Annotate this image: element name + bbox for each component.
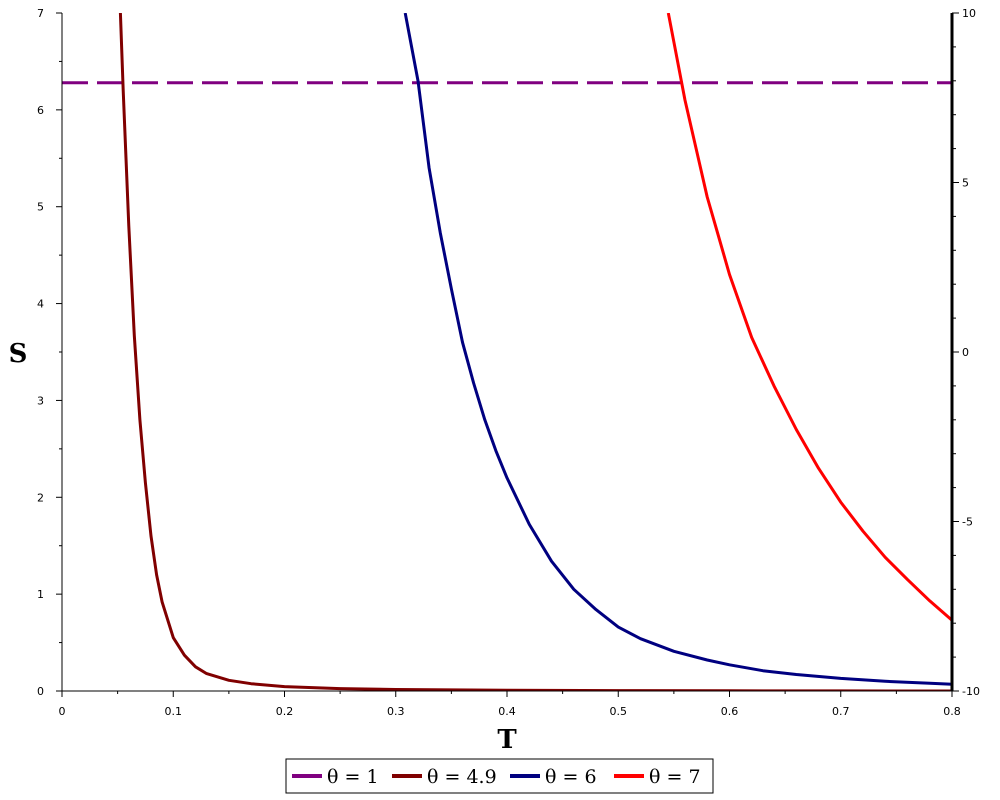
series-line-3 [403, 13, 952, 686]
legend-label-1: θ = 1 [327, 766, 379, 788]
y-tick-label: 5 [37, 201, 44, 214]
x-tick-label: 0.8 [943, 705, 961, 718]
x-tick-label: 0.6 [721, 705, 739, 718]
y-tick-label: 7 [37, 7, 44, 20]
y-tick-label: 3 [37, 394, 44, 407]
y2-tick-label: 5 [962, 177, 969, 190]
legend-label-3: θ = 6 [545, 766, 597, 788]
y2-tick-label: 10 [962, 7, 976, 20]
series-line-2 [118, 13, 952, 691]
y2-tick-label: -10 [962, 685, 980, 698]
series-layer [62, 13, 952, 691]
series-line-4 [666, 13, 952, 622]
x-tick-label: 0.1 [165, 705, 183, 718]
y2-tick-label: 0 [962, 346, 969, 359]
y-axis-title: S [9, 339, 28, 369]
x-tick-label: 0.4 [498, 705, 516, 718]
y-tick-label: 2 [37, 491, 44, 504]
legend-label-2: θ = 4.9 [427, 766, 497, 788]
x-tick-label: 0.2 [276, 705, 294, 718]
x-tick-label: 0.5 [610, 705, 628, 718]
y-tick-label: 4 [37, 298, 44, 311]
plot-frame [61, 13, 954, 692]
legend-label-4: θ = 7 [649, 766, 701, 788]
y-tick-label: 0 [37, 685, 44, 698]
x-tick-label: 0 [59, 705, 66, 718]
y2-tick-label: -5 [962, 516, 973, 529]
legend: θ = 1 θ = 4.9 θ = 6 θ = 7 [285, 758, 714, 794]
y-tick-label: 6 [37, 104, 44, 117]
y-axis-left: 0 1 2 3 4 5 6 7 [37, 7, 62, 698]
x-tick-label: 0.7 [832, 705, 850, 718]
y-axis-right: 10 5 0 -5 -10 [952, 7, 980, 698]
x-axis: 0 0.1 0.2 0.3 0.4 0.5 0.6 0.7 0.8 [59, 691, 961, 718]
x-tick-label: 0.3 [387, 705, 405, 718]
y-tick-label: 1 [37, 588, 44, 601]
x-axis-title: T [497, 725, 517, 755]
